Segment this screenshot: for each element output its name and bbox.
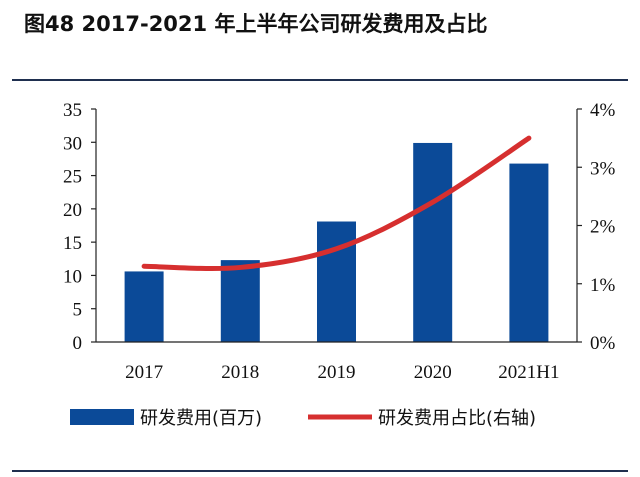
bar bbox=[317, 221, 356, 342]
left-tick-label: 0 bbox=[73, 333, 83, 354]
x-axis: 2017 2018 2019 2020 2021H1 bbox=[96, 341, 577, 383]
bar bbox=[509, 163, 549, 342]
bottom-rule bbox=[12, 470, 628, 472]
x-tick-label: 2020 bbox=[414, 362, 452, 383]
right-tick-label: 3% bbox=[590, 158, 616, 179]
left-tick-label: 35 bbox=[63, 100, 82, 121]
legend: 研发费用(百万) 研发费用占比(右轴) bbox=[70, 408, 536, 429]
bar bbox=[413, 142, 453, 342]
right-tick-label: 2% bbox=[590, 217, 616, 238]
right-axis: 0% 1% 2% 3% 4% bbox=[576, 100, 616, 354]
left-tick-label: 30 bbox=[63, 133, 82, 154]
top-rule bbox=[12, 79, 628, 81]
ratio-line bbox=[141, 135, 532, 272]
bar-series bbox=[124, 142, 549, 342]
left-tick-label: 5 bbox=[73, 300, 83, 321]
x-tick-label: 2017 bbox=[125, 362, 163, 383]
x-tick-label: 2018 bbox=[221, 362, 259, 383]
legend-bar-swatch bbox=[70, 409, 134, 425]
x-tick-label: 2021H1 bbox=[498, 362, 559, 383]
left-axis: 0 5 10 15 20 25 30 35 bbox=[63, 100, 97, 354]
legend-bar-label: 研发费用(百万) bbox=[140, 408, 262, 429]
left-tick-label: 25 bbox=[63, 167, 82, 188]
left-tick-label: 10 bbox=[63, 266, 82, 287]
bar bbox=[124, 271, 164, 342]
line-series bbox=[141, 135, 532, 272]
left-tick-label: 20 bbox=[63, 200, 82, 221]
figure-title: 图48 2017-2021 年上半年公司研发费用及占比 bbox=[24, 12, 488, 36]
right-tick-label: 4% bbox=[590, 100, 616, 121]
left-tick-label: 15 bbox=[63, 233, 82, 254]
x-tick-label: 2019 bbox=[318, 362, 356, 383]
legend-line-label: 研发费用占比(右轴) bbox=[378, 408, 536, 429]
right-tick-label: 0% bbox=[590, 333, 616, 354]
right-tick-label: 1% bbox=[590, 275, 616, 296]
bar bbox=[220, 260, 260, 342]
